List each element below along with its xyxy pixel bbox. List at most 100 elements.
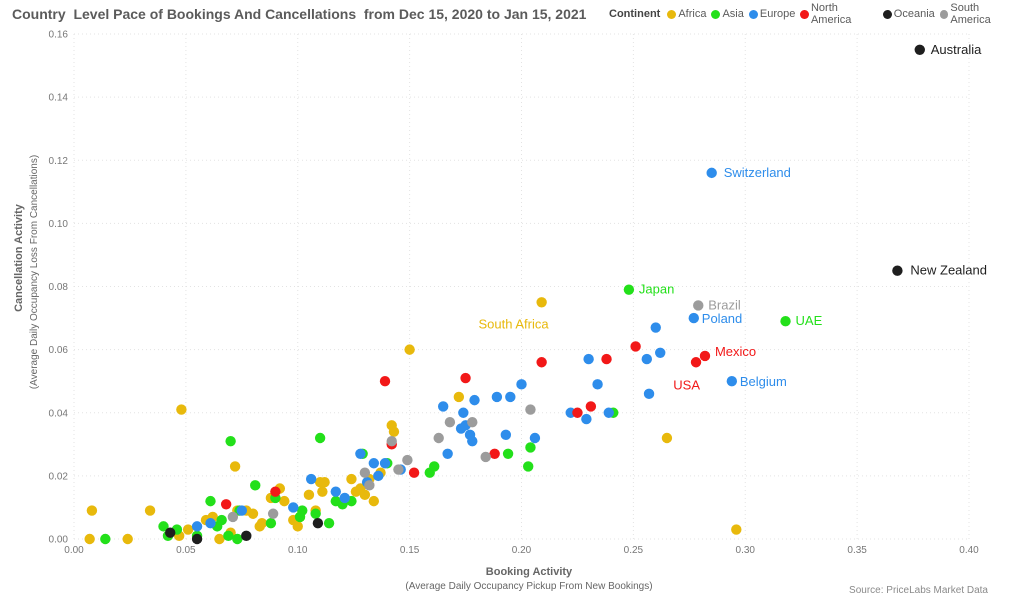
data-point-south-america[interactable]	[364, 480, 375, 491]
legend-item-africa[interactable]: Africa	[667, 8, 706, 20]
data-point-asia[interactable]	[314, 432, 326, 444]
data-point-asia[interactable]	[205, 495, 216, 507]
data-point-africa[interactable]	[144, 505, 156, 516]
data-point-europe[interactable]	[379, 458, 391, 469]
data-point-north-america[interactable]	[601, 353, 612, 365]
data-point-europe[interactable]	[330, 486, 341, 497]
legend-item-south-america[interactable]: South America	[939, 2, 1019, 26]
data-point-africa[interactable]	[292, 521, 303, 532]
data-point-europe[interactable]	[355, 448, 366, 459]
data-point-north-america[interactable]	[572, 407, 583, 418]
data-point-south-america[interactable]	[693, 300, 704, 311]
data-point-oceania[interactable]	[914, 44, 925, 55]
data-point-africa[interactable]	[84, 533, 95, 545]
data-point-africa[interactable]	[317, 486, 328, 497]
data-point-south-america[interactable]	[393, 464, 404, 475]
data-point-europe[interactable]	[500, 429, 512, 441]
data-point-europe[interactable]	[643, 388, 655, 400]
legend-item-oceania[interactable]: Oceania	[882, 8, 935, 20]
data-point-asia[interactable]	[250, 480, 261, 491]
data-point-europe[interactable]	[442, 448, 453, 459]
data-point-asia[interactable]	[297, 505, 308, 516]
data-point-europe[interactable]	[706, 167, 717, 179]
data-point-europe[interactable]	[368, 458, 380, 469]
data-point-south-america[interactable]	[402, 454, 413, 466]
data-point-asia[interactable]	[323, 518, 335, 529]
data-point-oceania[interactable]	[241, 530, 252, 542]
data-point-europe[interactable]	[641, 353, 652, 365]
legend-item-asia[interactable]: Asia	[711, 8, 744, 20]
data-point-europe[interactable]	[726, 375, 738, 387]
data-point-south-america[interactable]	[433, 432, 444, 444]
data-point-europe[interactable]	[458, 407, 469, 418]
data-point-europe[interactable]	[505, 391, 516, 403]
data-point-africa[interactable]	[182, 524, 194, 535]
data-point-europe[interactable]	[650, 322, 661, 333]
data-point-oceania[interactable]	[191, 533, 203, 545]
data-point-europe[interactable]	[373, 470, 384, 482]
data-point-europe[interactable]	[583, 353, 594, 365]
data-point-europe[interactable]	[516, 379, 527, 390]
data-point-africa[interactable]	[229, 461, 241, 472]
data-point-asia[interactable]	[158, 521, 169, 532]
data-point-asia[interactable]	[100, 533, 111, 545]
data-point-europe[interactable]	[467, 435, 478, 447]
data-point-africa[interactable]	[388, 426, 400, 437]
data-point-north-america[interactable]	[630, 341, 641, 352]
data-point-south-america[interactable]	[525, 404, 536, 415]
data-point-africa[interactable]	[122, 533, 133, 545]
data-point-south-america[interactable]	[386, 435, 397, 447]
data-point-europe[interactable]	[288, 502, 299, 513]
data-point-africa[interactable]	[404, 344, 415, 355]
data-point-asia[interactable]	[265, 518, 277, 529]
data-point-europe[interactable]	[491, 391, 503, 403]
data-point-africa[interactable]	[214, 533, 225, 545]
data-point-asia[interactable]	[225, 435, 236, 447]
data-point-africa[interactable]	[359, 489, 371, 501]
data-point-europe[interactable]	[191, 521, 203, 532]
data-point-africa[interactable]	[279, 495, 290, 507]
data-point-north-america[interactable]	[379, 375, 391, 387]
data-point-south-america[interactable]	[444, 417, 456, 428]
data-point-europe[interactable]	[437, 401, 449, 412]
data-point-asia[interactable]	[780, 316, 791, 327]
data-point-oceania[interactable]	[165, 527, 176, 538]
data-point-oceania[interactable]	[892, 265, 903, 276]
data-point-africa[interactable]	[536, 297, 547, 308]
data-point-asia[interactable]	[523, 461, 534, 472]
data-point-africa[interactable]	[86, 505, 98, 516]
data-point-europe[interactable]	[581, 413, 592, 425]
data-point-asia[interactable]	[525, 442, 536, 453]
data-point-africa[interactable]	[453, 391, 465, 403]
data-point-asia[interactable]	[429, 461, 440, 472]
data-point-europe[interactable]	[339, 492, 350, 504]
data-point-north-america[interactable]	[585, 401, 597, 412]
data-point-africa[interactable]	[176, 404, 187, 415]
data-point-africa[interactable]	[661, 432, 673, 444]
data-point-africa[interactable]	[346, 473, 357, 485]
legend-item-north-america[interactable]: North America	[800, 2, 877, 26]
data-point-asia[interactable]	[623, 284, 635, 295]
data-point-north-america[interactable]	[690, 357, 702, 368]
data-point-africa[interactable]	[319, 476, 330, 488]
data-point-south-america[interactable]	[359, 467, 371, 478]
data-point-north-america[interactable]	[460, 372, 471, 384]
data-point-europe[interactable]	[305, 473, 317, 485]
data-point-europe[interactable]	[236, 505, 248, 516]
data-point-africa[interactable]	[256, 518, 268, 529]
data-point-north-america[interactable]	[699, 350, 711, 362]
data-point-asia[interactable]	[310, 508, 321, 519]
data-point-africa[interactable]	[303, 489, 315, 501]
data-point-north-america[interactable]	[536, 357, 547, 368]
legend-item-europe[interactable]: Europe	[748, 8, 795, 20]
data-point-south-america[interactable]	[227, 511, 239, 523]
data-point-europe[interactable]	[529, 432, 541, 444]
data-point-asia[interactable]	[502, 448, 514, 459]
data-point-oceania[interactable]	[312, 518, 324, 529]
data-point-south-america[interactable]	[480, 451, 491, 463]
data-point-europe[interactable]	[592, 379, 603, 390]
data-point-africa[interactable]	[731, 524, 742, 535]
data-point-africa[interactable]	[368, 495, 380, 507]
data-point-europe[interactable]	[469, 394, 480, 406]
data-point-north-america[interactable]	[270, 486, 281, 497]
